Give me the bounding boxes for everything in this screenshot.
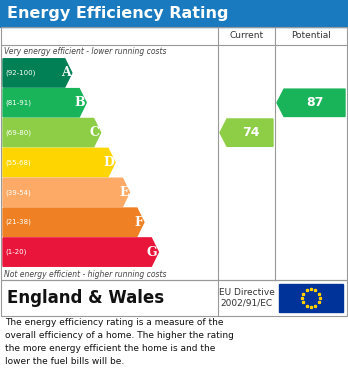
Polygon shape: [3, 238, 158, 266]
Text: 87: 87: [306, 96, 324, 109]
Polygon shape: [3, 59, 72, 87]
Polygon shape: [3, 118, 101, 147]
Text: EU Directive: EU Directive: [219, 288, 275, 297]
Text: B: B: [74, 96, 85, 109]
Text: Very energy efficient - lower running costs: Very energy efficient - lower running co…: [4, 47, 166, 56]
Text: A: A: [61, 66, 71, 79]
Text: F: F: [134, 216, 143, 229]
Polygon shape: [3, 148, 115, 177]
Text: (55-68): (55-68): [5, 159, 31, 166]
Text: D: D: [103, 156, 114, 169]
Text: E: E: [119, 186, 128, 199]
Text: (69-80): (69-80): [5, 129, 31, 136]
Polygon shape: [277, 89, 345, 117]
Text: Energy Efficiency Rating: Energy Efficiency Rating: [7, 6, 229, 21]
Polygon shape: [3, 178, 129, 206]
Text: (21-38): (21-38): [5, 219, 31, 226]
Text: C: C: [90, 126, 100, 139]
Bar: [279, 284, 343, 312]
Text: England & Wales: England & Wales: [7, 289, 164, 307]
Text: The energy efficiency rating is a measure of the
overall efficiency of a home. T: The energy efficiency rating is a measur…: [5, 318, 234, 366]
Text: Potential: Potential: [291, 32, 331, 41]
Text: (81-91): (81-91): [5, 100, 31, 106]
Bar: [1, 280, 347, 316]
Text: 2002/91/EC: 2002/91/EC: [220, 299, 272, 308]
Polygon shape: [3, 89, 86, 117]
Text: Current: Current: [229, 32, 263, 41]
Text: (92-100): (92-100): [5, 70, 35, 76]
Polygon shape: [3, 208, 144, 237]
Text: (39-54): (39-54): [5, 189, 31, 196]
Text: (1-20): (1-20): [5, 249, 26, 255]
Bar: [1, 27, 347, 280]
Text: 74: 74: [242, 126, 259, 139]
Text: G: G: [147, 246, 157, 258]
Text: Not energy efficient - higher running costs: Not energy efficient - higher running co…: [4, 270, 166, 279]
Bar: [0, 0, 348, 27]
Polygon shape: [220, 119, 273, 146]
